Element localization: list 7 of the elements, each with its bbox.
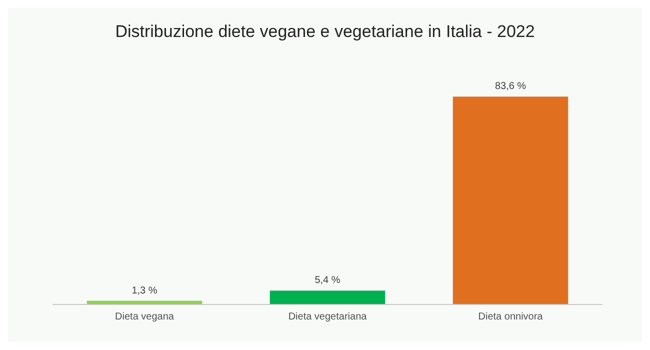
chart-title: Distribuzione diete vegane e vegetariane in Italia - 2022	[115, 22, 535, 41]
x-tick-label: Dieta vegetariana	[288, 312, 368, 322]
x-tick-label: Dieta vegana	[115, 312, 174, 322]
data-label: 1,3 %	[132, 285, 158, 296]
x-tick-label: Dieta onnivora	[478, 312, 544, 322]
data-label: 5,4 %	[314, 275, 340, 286]
data-label: 83,6 %	[494, 81, 526, 92]
